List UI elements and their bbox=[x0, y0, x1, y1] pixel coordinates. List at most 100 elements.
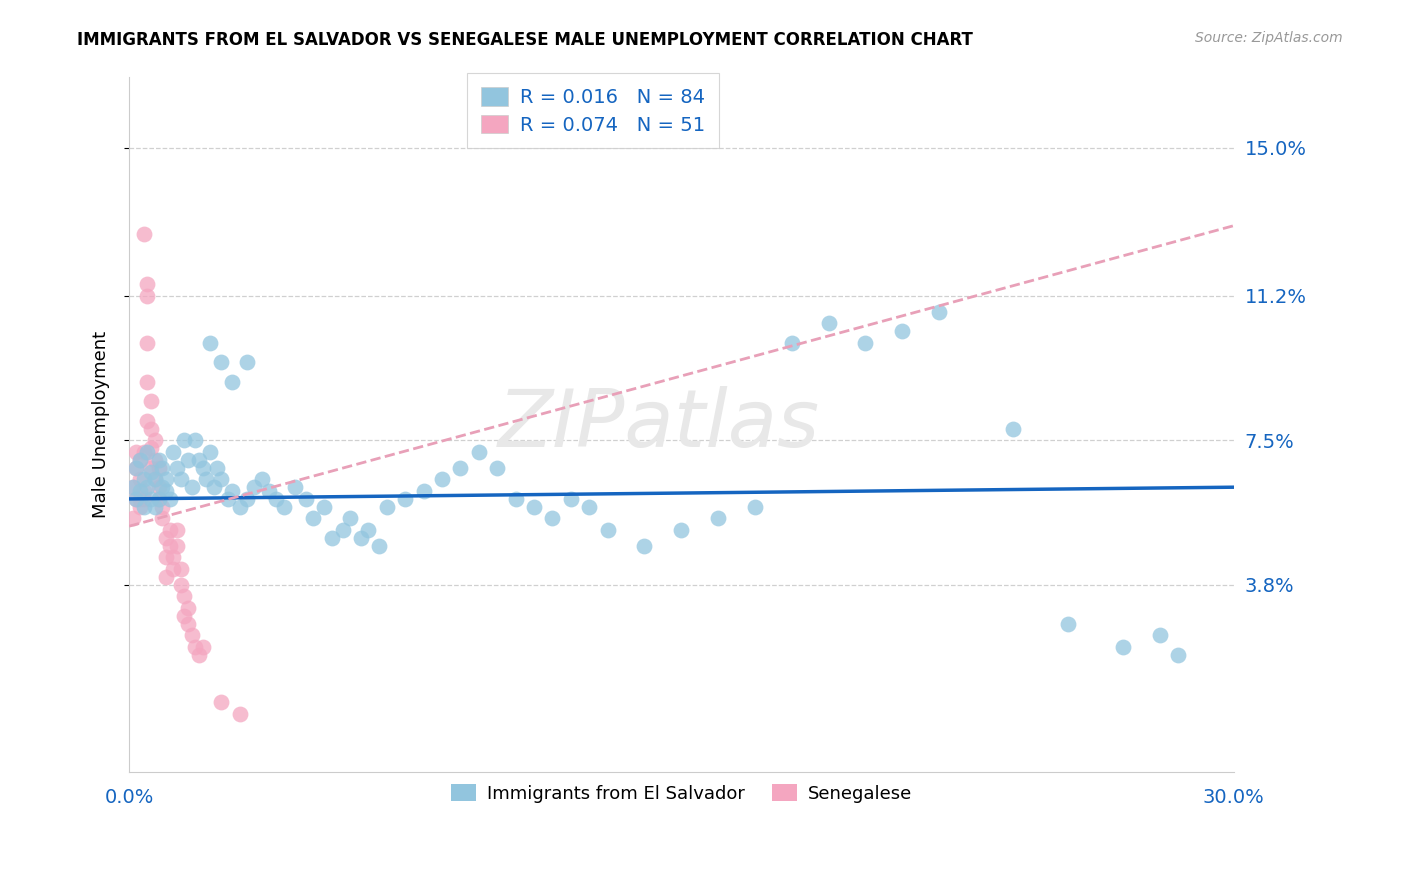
Point bbox=[578, 500, 600, 514]
Point bbox=[121, 480, 143, 494]
Y-axis label: Male Unemployment: Male Unemployment bbox=[93, 331, 110, 518]
Point bbox=[150, 460, 173, 475]
Point bbox=[125, 460, 148, 475]
Point bbox=[159, 539, 181, 553]
Point bbox=[143, 453, 166, 467]
Point bbox=[150, 500, 173, 514]
Point bbox=[228, 500, 250, 514]
Point bbox=[155, 550, 177, 565]
Point bbox=[141, 460, 163, 475]
Point bbox=[141, 465, 163, 479]
Point bbox=[228, 706, 250, 721]
Point bbox=[121, 480, 143, 494]
Point bbox=[350, 531, 373, 545]
Point bbox=[129, 500, 152, 514]
Point bbox=[412, 484, 434, 499]
Point bbox=[169, 562, 191, 576]
Point bbox=[136, 335, 159, 350]
Point bbox=[1149, 628, 1171, 642]
Point bbox=[132, 445, 155, 459]
Point bbox=[173, 434, 195, 448]
Point bbox=[148, 491, 170, 506]
Point bbox=[155, 570, 177, 584]
Point bbox=[891, 324, 914, 338]
Point bbox=[188, 453, 211, 467]
Point bbox=[143, 472, 166, 486]
Point bbox=[141, 491, 163, 506]
Point bbox=[162, 550, 184, 565]
Point bbox=[221, 484, 243, 499]
Point bbox=[188, 648, 211, 662]
Point bbox=[928, 304, 950, 318]
Point bbox=[221, 375, 243, 389]
Point bbox=[250, 472, 273, 486]
Point bbox=[523, 500, 546, 514]
Point bbox=[560, 491, 582, 506]
Point bbox=[505, 491, 527, 506]
Point bbox=[218, 491, 240, 506]
Point bbox=[198, 335, 221, 350]
Point bbox=[143, 500, 166, 514]
Point bbox=[129, 472, 152, 486]
Point bbox=[468, 445, 491, 459]
Point bbox=[132, 500, 155, 514]
Point bbox=[191, 460, 214, 475]
Point bbox=[129, 453, 152, 467]
Point bbox=[257, 484, 280, 499]
Point bbox=[671, 523, 693, 537]
Point bbox=[198, 445, 221, 459]
Point bbox=[143, 472, 166, 486]
Point bbox=[155, 472, 177, 486]
Point bbox=[1001, 422, 1024, 436]
Point bbox=[166, 460, 188, 475]
Point bbox=[143, 434, 166, 448]
Point bbox=[136, 480, 159, 494]
Point bbox=[148, 480, 170, 494]
Point bbox=[129, 453, 152, 467]
Point bbox=[394, 491, 416, 506]
Point bbox=[707, 511, 730, 525]
Point bbox=[357, 523, 380, 537]
Point bbox=[195, 472, 218, 486]
Text: IMMIGRANTS FROM EL SALVADOR VS SENEGALESE MALE UNEMPLOYMENT CORRELATION CHART: IMMIGRANTS FROM EL SALVADOR VS SENEGALES… bbox=[77, 31, 973, 49]
Text: Source: ZipAtlas.com: Source: ZipAtlas.com bbox=[1195, 31, 1343, 45]
Point bbox=[136, 277, 159, 292]
Point bbox=[321, 531, 343, 545]
Point bbox=[141, 441, 163, 455]
Point bbox=[541, 511, 564, 525]
Point bbox=[243, 480, 266, 494]
Point bbox=[339, 511, 361, 525]
Point bbox=[141, 394, 163, 409]
Point bbox=[744, 500, 766, 514]
Point bbox=[273, 500, 295, 514]
Point bbox=[136, 414, 159, 428]
Point bbox=[162, 445, 184, 459]
Point bbox=[449, 460, 471, 475]
Point bbox=[132, 227, 155, 241]
Point bbox=[169, 578, 191, 592]
Point bbox=[633, 539, 655, 553]
Point bbox=[166, 539, 188, 553]
Point bbox=[209, 695, 232, 709]
Point bbox=[169, 472, 191, 486]
Point bbox=[125, 491, 148, 506]
Point bbox=[121, 511, 143, 525]
Point bbox=[202, 480, 225, 494]
Point bbox=[236, 491, 259, 506]
Point bbox=[1057, 616, 1080, 631]
Legend: Immigrants from El Salvador, Senegalese: Immigrants from El Salvador, Senegalese bbox=[437, 771, 925, 815]
Point bbox=[136, 445, 159, 459]
Point bbox=[780, 335, 803, 350]
Text: ZIPatlas: ZIPatlas bbox=[498, 385, 820, 464]
Point bbox=[180, 628, 202, 642]
Point bbox=[294, 491, 316, 506]
Point bbox=[209, 472, 232, 486]
Point bbox=[180, 480, 202, 494]
Point bbox=[184, 434, 207, 448]
Point bbox=[191, 640, 214, 655]
Point bbox=[132, 472, 155, 486]
Point bbox=[184, 640, 207, 655]
Point bbox=[209, 355, 232, 369]
Point bbox=[166, 523, 188, 537]
Point bbox=[486, 460, 509, 475]
